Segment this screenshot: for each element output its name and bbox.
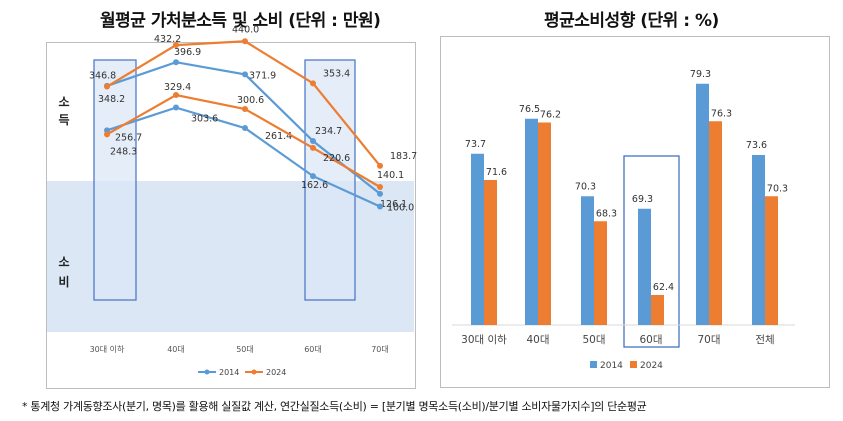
data-label-income-2014-60대: 234.7 [315,126,342,137]
point-income-2014-50대 [242,71,248,78]
point-income-2024-30대 이하 [104,83,110,90]
data-label-consumption-2014-70대: 100.0 [387,203,414,214]
data-label-consumption-2014-50대: 261.4 [265,131,292,142]
x-tick-label-40대: 40대 [167,345,185,354]
legend-swatch-2024 [630,361,637,368]
data-label-2014-전체: 73.6 [746,140,767,151]
consumption-side-label-2: 비 [58,274,69,289]
point-consumption-2024-50대 [242,106,248,113]
point-income-2014-70대 [377,190,383,197]
legend-label-2014: 2014 [219,368,239,377]
bar-2014-30대 이하 [471,153,484,325]
income-side-label-2: 득 [58,113,69,127]
point-income-2024-60대 [310,80,316,87]
left-chart-title: 월평균 가처분소득 및 소비 (단위 : 만원) [100,11,381,31]
footnote: * 통계청 가계동향조사(분기, 명목)를 활용해 실질값 계산, 연간실질소득… [22,400,647,413]
highlight-box-60대 [304,59,356,301]
point-consumption-2014-60대 [310,173,316,180]
data-label-income-2024-50대: 440.0 [232,24,259,35]
data-label-consumption-2024-30대 이하: 248.3 [110,146,137,157]
data-label-income-2014-50대: 371.9 [249,70,276,81]
point-consumption-2014-50대 [242,125,248,132]
data-label-income-2024-60대: 353.4 [323,68,350,79]
point-income-2014-60대 [310,138,316,145]
data-label-consumption-2024-70대: 140.1 [377,170,404,181]
data-label-2014-30대 이하: 73.7 [465,139,486,150]
bar-2024-30대 이하 [484,180,497,325]
bar-2014-70대 [696,83,709,325]
x-tick-label-70대: 70대 [697,334,720,346]
data-label-2024-70대: 76.3 [711,108,732,119]
x-tick-label-60대: 60대 [639,334,662,346]
point-consumption-2014-40대 [173,104,179,111]
x-tick-label-40대: 40대 [526,334,549,346]
bar-2024-50대 [594,221,607,325]
point-consumption-2024-30대 이하 [104,131,110,138]
x-tick-label-60대: 60대 [304,345,322,354]
x-tick-label-50대: 50대 [236,345,254,354]
data-label-consumption-2024-60대: 220.6 [323,153,350,164]
bar-2014-전체 [752,155,765,325]
data-label-income-2014-40대: 396.9 [174,47,201,58]
legend-label-2014: 2014 [600,361,623,371]
bar-2024-70대 [709,121,722,325]
x-tick-label-30대 이하: 30대 이하 [461,333,507,346]
point-consumption-2024-60대 [310,144,316,151]
data-label-2014-40대: 76.5 [519,104,540,115]
legend-swatch-2014 [590,361,597,368]
point-income-2014-40대 [173,59,179,66]
bar-2024-60대 [651,295,664,325]
point-consumption-2014-70대 [377,203,383,210]
point-income-2024-50대 [242,38,248,45]
data-label-income-2014-30대 이하: 348.2 [98,94,125,105]
x-tick-label-30대 이하: 30대 이하 [90,344,125,354]
highlight-box-60대 [623,155,680,348]
point-consumption-2024-70대 [377,184,383,191]
legend-marker-2024 [251,369,257,375]
legend-label-2024: 2024 [266,368,286,377]
data-label-2024-30대 이하: 71.6 [486,167,507,178]
legend-marker-2014 [204,369,210,375]
income-side-label-1: 소 [58,95,69,109]
data-label-2024-60대: 62.4 [653,282,674,293]
highlight-box-30대 이하 [93,59,137,301]
data-label-consumption-2014-60대: 162.6 [301,180,328,191]
point-income-2024-70대 [377,162,383,169]
bar-2024-전체 [765,196,778,325]
point-consumption-2024-40대 [173,92,179,99]
x-tick-label-70대: 70대 [371,345,389,354]
data-label-income-2024-40대: 432.2 [154,34,181,45]
data-label-2014-60대: 69.3 [632,194,653,205]
data-label-income-2014-70대: 126.1 [380,199,407,210]
data-label-2024-50대: 68.3 [596,208,617,219]
data-label-income-2024-30대 이하: 346.8 [89,71,116,82]
x-tick-label-전체: 전체 [755,334,774,346]
data-label-consumption-2024-50대: 300.6 [237,95,264,106]
data-label-consumption-2024-40대: 329.4 [164,82,191,93]
data-label-2024-전체: 70.3 [767,183,788,194]
legend-label-2024: 2024 [640,361,663,371]
data-label-2024-40대: 76.2 [540,110,561,121]
bar-2014-50대 [581,196,594,325]
bar-2014-40대 [525,118,538,325]
data-label-income-2024-70대: 183.7 [390,151,417,162]
right-chart-title: 평균소비성향 (단위 : %) [544,11,719,31]
data-label-consumption-2014-30대 이하: 256.7 [115,132,142,143]
data-label-2014-50대: 70.3 [575,181,596,192]
x-tick-label-50대: 50대 [582,334,605,346]
bar-2024-40대 [538,122,551,325]
bar-2014-60대 [638,208,651,325]
point-income-2024-40대 [173,42,179,49]
data-label-consumption-2014-40대: 303.6 [191,114,218,125]
data-label-2014-70대: 79.3 [690,69,711,80]
consumption-side-label-1: 소 [58,255,69,269]
